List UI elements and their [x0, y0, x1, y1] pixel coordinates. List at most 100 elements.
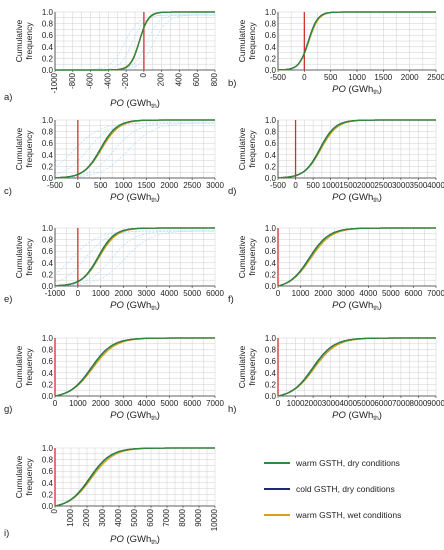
x-tick-label: 7000 [206, 399, 224, 408]
faint-curve [55, 14, 215, 71]
x-tick-label: 6000 [146, 508, 155, 526]
y-axis-label: Cumulativefrequency [237, 19, 257, 62]
y-tick-label: 0.4 [265, 259, 277, 268]
panel-i: 0.0 0.2 0.4 0.6 0.8 1.0 0 1000 2000 3000 4000 5000 6… [4, 444, 219, 546]
y-tick-label: 1.0 [42, 444, 54, 453]
x-tick-label: 4000 [160, 289, 178, 298]
x-tick-label: 6000 [405, 289, 423, 298]
y-tick-label: 0.0 [265, 392, 277, 401]
x-tick-label: 3000 [206, 181, 224, 190]
y-tick-label: 0.8 [265, 346, 277, 355]
x-tick-label: 4000 [339, 399, 357, 408]
x-tick-label: 2000 [304, 399, 322, 408]
x-tick-label: 400 [174, 72, 183, 86]
panel-label: h) [228, 404, 236, 415]
panel-label: f) [228, 294, 234, 305]
series-warm-dry [55, 11, 215, 71]
x-tick-label: 9000 [427, 399, 444, 408]
legend-label: warm GSTH, dry conditions [295, 458, 400, 468]
x-tick-label: 4000 [359, 289, 377, 298]
panel-label: b) [228, 78, 236, 89]
panel-label: i) [4, 528, 9, 539]
series-warm-dry [277, 119, 436, 179]
x-tick-label: 0 [302, 73, 307, 82]
x-tick-label: 2000 [314, 289, 332, 298]
y-tick-label: 0.6 [265, 357, 277, 366]
y-tick-label: 0.4 [42, 151, 54, 160]
series-warm-dry [55, 227, 215, 287]
x-tick-label: -500 [270, 73, 287, 82]
x-axis-label: PO (GWhth) [332, 84, 382, 96]
x-tick-label: 2000 [92, 399, 110, 408]
x-tick-label: 2500 [374, 181, 392, 190]
x-tick-label: 2500 [183, 181, 201, 190]
y-tick-label: 0.4 [42, 259, 54, 268]
y-tick-label: 0.2 [42, 54, 54, 63]
y-tick-label: 1.0 [265, 116, 277, 125]
x-tick-label: -1000 [50, 72, 59, 93]
x-tick-label: 6000 [206, 289, 224, 298]
x-tick-label: 5000 [183, 289, 201, 298]
x-tick-label: 1500 [339, 181, 357, 190]
y-tick-label: 1.0 [265, 224, 277, 233]
x-tick-label: 1000 [292, 289, 310, 298]
legend-label: warm GSTH, wet conditions [295, 510, 401, 520]
x-tick-label: 3000 [138, 289, 156, 298]
y-axis-label: Cumulativefrequency [237, 235, 257, 278]
y-tick-label: 0.6 [265, 31, 277, 40]
y-axis-label: Cumulativefrequency [14, 235, 34, 278]
y-tick-label: 0.6 [42, 139, 54, 148]
x-tick-label: 10000 [210, 508, 219, 531]
y-axis-label: Cumulativefrequency [14, 455, 34, 498]
x-tick-label: 1000 [115, 181, 133, 190]
x-tick-label: 0 [293, 181, 298, 190]
panel-label: g) [4, 404, 12, 415]
x-tick-label: 5000 [357, 399, 375, 408]
x-tick-label: 800 [210, 72, 219, 86]
x-tick-label: 6000 [374, 399, 392, 408]
y-tick-label: 0.0 [42, 282, 54, 291]
x-tick-label: 6000 [183, 399, 201, 408]
x-tick-label: 500 [306, 181, 320, 190]
faint-curve [54, 230, 215, 286]
y-tick-label: 0.8 [42, 236, 54, 245]
x-tick-label: 7000 [392, 399, 410, 408]
panel-c: 0.0 0.2 0.4 0.6 0.8 1.0 -500 0 500 1000 1500 2000 25… [4, 116, 224, 204]
y-tick-label: 1.0 [265, 8, 277, 17]
y-tick-label: 0.8 [42, 128, 54, 137]
y-tick-label: 0.0 [265, 66, 277, 75]
x-tick-label: 1000 [66, 508, 75, 526]
x-tick-label: -600 [86, 72, 95, 89]
y-tick-label: 0.4 [265, 43, 277, 52]
panel-label: a) [4, 92, 12, 103]
y-tick-label: 0.0 [265, 282, 277, 291]
x-tick-label: 3000 [337, 289, 355, 298]
faint-curve [55, 14, 215, 71]
legend-label: cold GSTH, dry conditions [296, 484, 395, 494]
panel-d: 0.0 0.2 0.4 0.6 0.8 1.0 -500 0 500 1000 1500 2000 25… [228, 116, 444, 204]
panel-label: d) [228, 186, 236, 197]
y-tick-label: 0.0 [42, 392, 54, 401]
x-tick-label: 7000 [427, 289, 444, 298]
y-tick-label: 0.8 [265, 236, 277, 245]
faint-curve [54, 122, 215, 178]
panel-label: c) [4, 186, 12, 197]
x-tick-label: 5000 [382, 289, 400, 298]
y-tick-label: 0.0 [42, 66, 54, 75]
faint-curve [55, 14, 215, 71]
y-tick-label: 0.6 [265, 247, 277, 256]
y-tick-label: 1.0 [265, 334, 277, 343]
y-tick-label: 0.2 [42, 162, 54, 171]
x-tick-label: 200 [157, 72, 166, 86]
x-tick-label: 0 [276, 289, 281, 298]
x-tick-label: -800 [68, 72, 77, 89]
faint-curve [54, 122, 215, 179]
faint-curve [55, 230, 215, 286]
x-tick-label: 3000 [322, 399, 340, 408]
x-tick-label: 4000 [427, 181, 444, 190]
y-tick-label: 0.4 [42, 369, 54, 378]
x-tick-label: 1500 [138, 181, 156, 190]
y-tick-label: 0.2 [265, 162, 277, 171]
y-axis-label: Cumulativefrequency [14, 19, 34, 62]
